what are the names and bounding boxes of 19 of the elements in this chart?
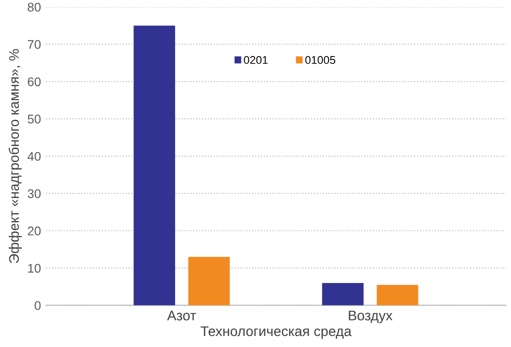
bar [188,256,230,306]
y-tick-label: 60 [28,77,41,86]
y-tick-label: 20 [28,226,41,236]
y-tick-label: 40 [28,152,41,161]
legend-label: 01005 [305,56,336,64]
bar [376,284,418,306]
y-tick-label: 50 [28,114,41,124]
bar [134,26,176,306]
x-tick-label: Воздух [348,310,392,324]
y-tick-label: 10 [28,264,41,273]
legend-label: 0201 [244,56,268,64]
x-axis-title: Технологическая среда [200,326,352,339]
x-tick-label: Азот [167,310,196,320]
y-tick-label: 0 [34,301,41,310]
y-tick-label: 30 [28,189,41,198]
bar [322,282,364,306]
y-axis-title: Эффект «надгробного камня», % [8,49,22,263]
y-tick-label: 80 [28,2,41,12]
y-tick-label: 70 [28,40,41,49]
